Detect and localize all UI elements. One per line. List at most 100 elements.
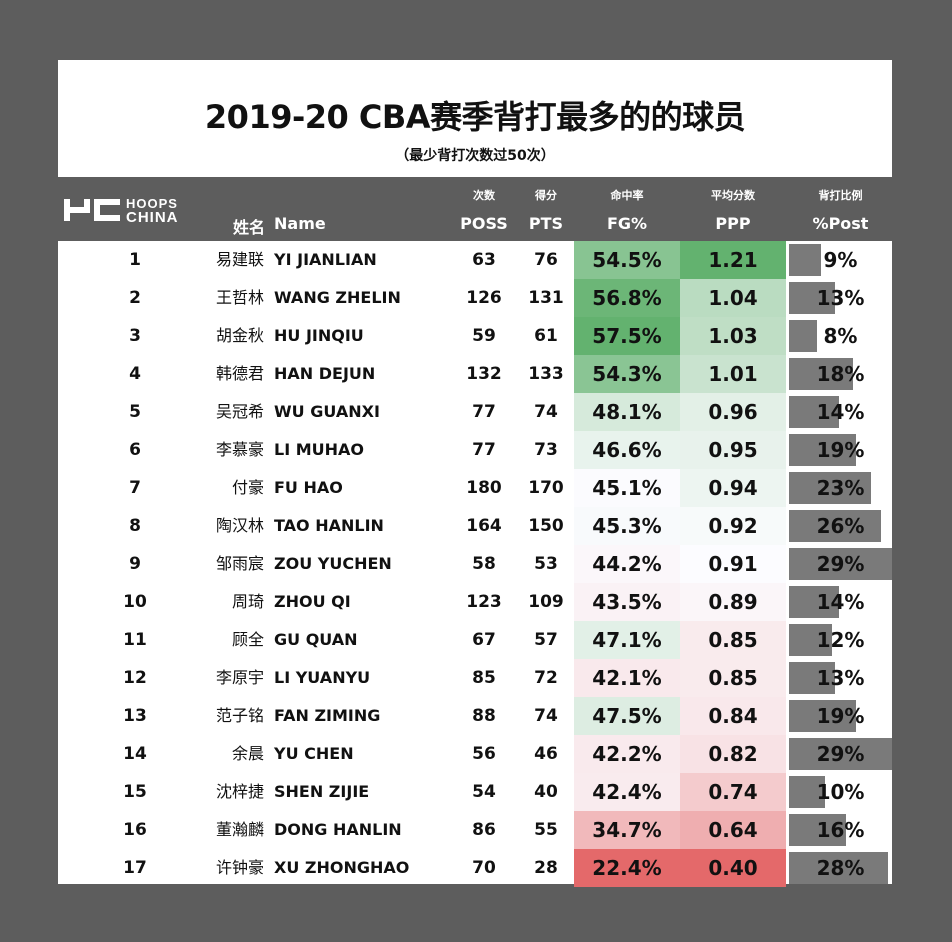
post-pct-bar — [789, 282, 835, 314]
ppp-cell: 0.64 — [680, 811, 786, 849]
rank-cell: 17 — [123, 858, 147, 878]
ppp-cell: 0.91 — [680, 545, 786, 583]
page-title: 2019-20 CBA赛季背打最多的的球员 — [204, 98, 746, 136]
player-name-en: GU QUAN — [274, 630, 358, 649]
fg-pct-cell: 56.8% — [574, 279, 680, 317]
ppp-cell: 0.92 — [680, 507, 786, 545]
header-name-zh: 姓名 — [232, 218, 265, 237]
pts-cell: 76 — [534, 250, 558, 270]
player-name-zh: 胡金秋 — [215, 326, 264, 345]
ppp-cell: 0.40 — [680, 849, 786, 887]
post-pct-label: 18% — [816, 362, 865, 386]
fg-pct-cell: 42.2% — [574, 735, 680, 773]
post-pct-bar — [789, 548, 892, 580]
ppp-cell: 0.89 — [680, 583, 786, 621]
player-name-zh: 沈梓捷 — [215, 782, 264, 801]
post-pct-bar — [789, 852, 888, 884]
rank-cell: 5 — [129, 402, 141, 422]
svg-text:CHINA: CHINA — [126, 209, 179, 226]
table-row: 16 董瀚麟 DONG HANLIN 86 55 34.7% 0.64 16% — [58, 811, 892, 849]
pts-cell: 57 — [534, 630, 558, 650]
fg-pct-cell: 47.5% — [574, 697, 680, 735]
fg-pct-cell: 45.3% — [574, 507, 680, 545]
post-pct-cell: 23% — [789, 469, 892, 507]
table-row: 7 付豪 FU HAO 180 170 45.1% 0.94 23% — [58, 469, 892, 507]
poss-cell: 164 — [466, 516, 502, 536]
pts-cell: 109 — [528, 592, 564, 612]
hoops-china-logo: HOOPS CHINA — [64, 196, 179, 226]
table-row: 2 王哲林 WANG ZHELIN 126 131 56.8% 1.04 13% — [58, 279, 892, 317]
poss-cell: 67 — [472, 630, 496, 650]
post-pct-bar — [789, 434, 856, 466]
player-name-zh: 李原宇 — [215, 668, 264, 687]
ppp-cell: 1.01 — [680, 355, 786, 393]
poss-cell: 85 — [472, 668, 496, 688]
fg-pct-cell: 34.7% — [574, 811, 680, 849]
post-pct-label: 13% — [816, 286, 865, 310]
pts-cell: 72 — [534, 668, 558, 688]
poss-cell: 77 — [472, 402, 496, 422]
player-name-en: ZOU YUCHEN — [274, 554, 392, 573]
player-name-zh: 陶汉林 — [215, 516, 264, 535]
player-name-en: XU ZHONGHAO — [274, 858, 410, 877]
header-fg-en: FG% — [606, 214, 648, 233]
player-name-en: TAO HANLIN — [274, 516, 384, 535]
rank-cell: 13 — [123, 706, 147, 726]
post-pct-label: 26% — [816, 514, 865, 538]
rank-cell: 2 — [129, 288, 141, 308]
rank-cell: 9 — [129, 554, 141, 574]
player-name-en: YU CHEN — [274, 744, 354, 763]
player-name-en: LI YUANYU — [274, 668, 371, 687]
pts-cell: 150 — [528, 516, 564, 536]
post-pct-label: 8% — [823, 324, 858, 348]
post-pct-bar — [789, 776, 825, 808]
header-pts-en: PTS — [528, 214, 564, 233]
table-row: 10 周琦 ZHOU QI 123 109 43.5% 0.89 14% — [58, 583, 892, 621]
post-pct-cell: 29% — [789, 735, 892, 773]
poss-cell: 180 — [466, 478, 502, 498]
post-pct-bar — [789, 244, 821, 276]
post-pct-bar — [789, 662, 835, 694]
post-pct-bar — [789, 358, 853, 390]
player-name-zh: 董瀚麟 — [215, 820, 264, 839]
pts-cell: 61 — [534, 326, 558, 346]
table-row: 13 范子铭 FAN ZIMING 88 74 47.5% 0.84 19% — [58, 697, 892, 735]
rank-cell: 10 — [123, 592, 147, 612]
player-name-en: HAN DEJUN — [274, 364, 376, 383]
poss-cell: 56 — [472, 744, 496, 764]
player-name-en: LI MUHAO — [274, 440, 365, 459]
post-pct-bar — [789, 472, 871, 504]
fg-pct-cell: 54.3% — [574, 355, 680, 393]
post-pct-bar — [789, 320, 817, 352]
poss-cell: 54 — [472, 782, 496, 802]
pts-cell: 74 — [534, 706, 558, 726]
poss-cell: 70 — [472, 858, 496, 878]
pts-cell: 40 — [534, 782, 558, 802]
table-row: 1 易建联 YI JIANLIAN 63 76 54.5% 1.21 9% — [58, 241, 892, 279]
ppp-cell: 0.85 — [680, 659, 786, 697]
pts-cell: 131 — [528, 288, 564, 308]
ppp-cell: 0.96 — [680, 393, 786, 431]
post-pct-cell: 28% — [789, 849, 892, 887]
fg-pct-cell: 44.2% — [574, 545, 680, 583]
rank-cell: 3 — [129, 326, 141, 346]
header-fg-zh: 命中率 — [610, 189, 644, 202]
table-row: 12 李原宇 LI YUANYU 85 72 42.1% 0.85 13% — [58, 659, 892, 697]
fg-pct-cell: 47.1% — [574, 621, 680, 659]
post-pct-label: 14% — [816, 590, 865, 614]
post-pct-cell: 16% — [789, 811, 892, 849]
post-pct-label: 29% — [816, 552, 865, 576]
post-pct-label: 19% — [816, 438, 865, 462]
post-pct-cell: 14% — [789, 393, 892, 431]
fg-pct-cell: 45.1% — [574, 469, 680, 507]
post-pct-cell: 26% — [789, 507, 892, 545]
post-pct-label: 29% — [816, 742, 865, 766]
ppp-cell: 1.04 — [680, 279, 786, 317]
header-poss-zh: 次数 — [473, 189, 495, 202]
pts-cell: 170 — [528, 478, 564, 498]
post-pct-cell: 9% — [789, 241, 892, 279]
rank-cell: 4 — [129, 364, 141, 384]
table-header: HOOPS CHINA 姓名 Name 次数 POSS 得分 PTS 命中率 F… — [58, 177, 892, 241]
pts-cell: 28 — [534, 858, 558, 878]
fg-pct-cell: 57.5% — [574, 317, 680, 355]
